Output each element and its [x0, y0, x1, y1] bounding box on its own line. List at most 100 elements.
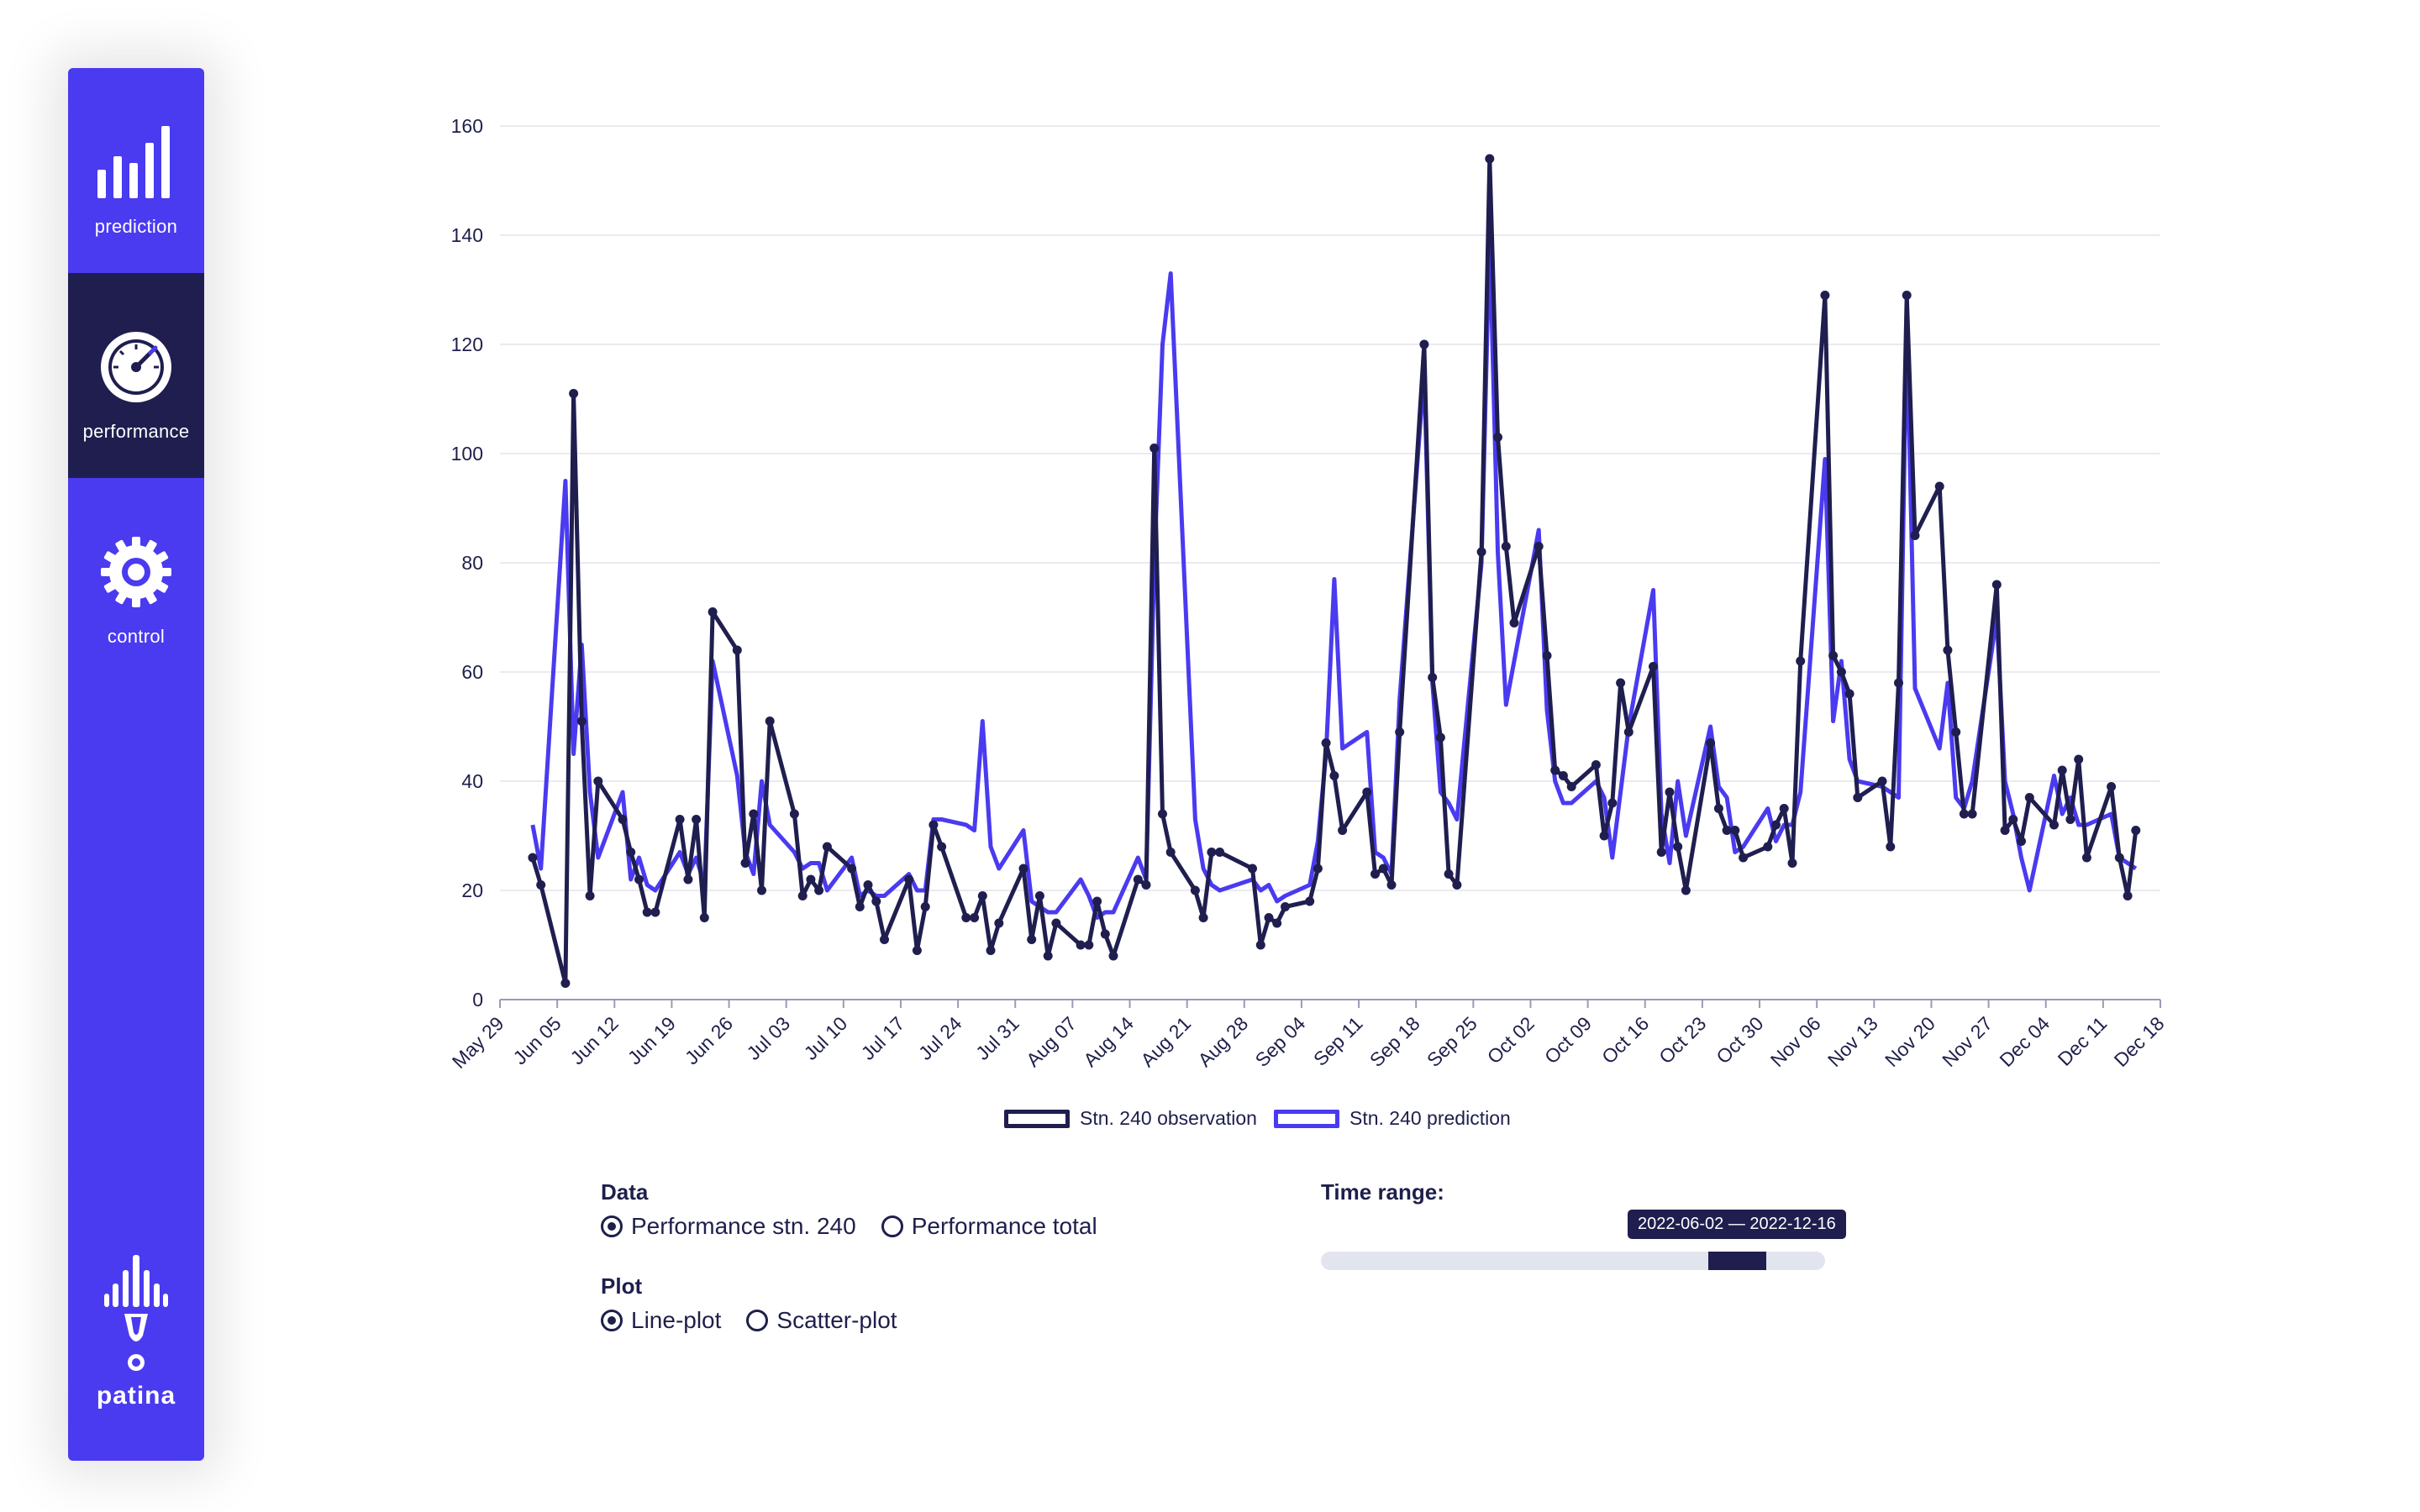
legend-label-observation: Stn. 240 observation	[1080, 1107, 1257, 1129]
observation-point	[1264, 913, 1274, 922]
y-tick-label: 100	[451, 443, 483, 465]
x-tick-label: Dec 18	[2110, 1012, 2169, 1071]
nav-label-prediction: prediction	[94, 216, 178, 237]
observation-point	[1599, 831, 1609, 841]
time-range-slider[interactable]	[1321, 1252, 1825, 1270]
nav-item-prediction[interactable]: prediction	[68, 68, 204, 273]
y-tick-label: 60	[461, 661, 483, 683]
y-tick-label: 40	[461, 770, 483, 792]
observation-point	[814, 885, 824, 895]
observation-point	[683, 874, 693, 885]
observation-point	[1902, 291, 1912, 300]
observation-point	[912, 946, 922, 955]
observation-point	[2081, 853, 2091, 863]
observation-point	[1493, 433, 1502, 442]
radio-dot	[601, 1310, 623, 1331]
radio-scatter-plot[interactable]: Scatter-plot	[746, 1307, 897, 1334]
observation-point	[2065, 815, 2075, 824]
observation-point	[650, 907, 660, 917]
radio-performance-total[interactable]: Performance total	[881, 1213, 1097, 1240]
x-tick-label: Nov 13	[1823, 1012, 1882, 1071]
chart-legend: Stn. 240 observation Stn. 240 prediction	[1004, 1107, 1511, 1130]
observation-point	[1959, 809, 1969, 819]
observation-point	[2024, 793, 2034, 802]
observation-point	[789, 809, 799, 819]
observation-point	[1943, 645, 1953, 655]
observation-point	[2114, 853, 2124, 863]
observation-point	[1476, 547, 1486, 557]
nav-label-performance: performance	[82, 421, 190, 442]
observation-point	[1034, 891, 1044, 900]
x-tick-label: Jun 05	[508, 1012, 565, 1068]
x-tick-label: Dec 11	[2054, 1012, 2112, 1070]
observation-point	[1313, 864, 1323, 874]
observation-point	[1534, 542, 1544, 551]
observation-point	[1844, 689, 1854, 699]
observation-point	[1542, 651, 1552, 660]
observation-point	[1828, 651, 1839, 660]
nav-item-control[interactable]: control	[68, 478, 204, 683]
x-tick-label: Sep 04	[1251, 1012, 1310, 1071]
sidebar: prediction performance	[68, 68, 204, 1461]
x-tick-label: Dec 04	[1995, 1012, 2054, 1071]
series-line-observation	[530, 156, 2139, 985]
observation-point	[1108, 951, 1118, 961]
x-tick-label: Sep 25	[1423, 1012, 1481, 1071]
observation-point	[1934, 481, 1944, 491]
observation-point	[1018, 864, 1028, 874]
observation-point	[692, 815, 702, 824]
legend-item-prediction[interactable]: Stn. 240 prediction	[1273, 1107, 1511, 1130]
observation-point	[1607, 798, 1618, 808]
observation-point	[970, 913, 980, 922]
x-tick-label: Nov 06	[1766, 1012, 1825, 1071]
x-tick-label: Aug 07	[1022, 1012, 1081, 1071]
observation-point	[977, 891, 987, 900]
observation-point	[1272, 918, 1282, 928]
nav-item-performance[interactable]: performance	[68, 273, 204, 478]
observation-point	[1853, 793, 1863, 802]
legend-swatch-observation	[1004, 1109, 1070, 1128]
observation-point	[904, 874, 914, 885]
observation-point	[1321, 738, 1331, 748]
observation-point	[1877, 776, 1887, 786]
radio-dot	[881, 1215, 903, 1237]
y-axis-ticks: 0 20 40 60 80 100 120 140 160	[451, 115, 483, 1011]
observation-point	[1076, 940, 1086, 950]
observation-point	[585, 891, 595, 900]
observation-point	[2049, 820, 2059, 830]
observation-point	[855, 902, 865, 911]
observation-point	[1796, 656, 1806, 666]
observation-point	[1771, 820, 1781, 830]
series-line-prediction	[530, 233, 2138, 920]
observation-point	[1665, 787, 1675, 797]
observation-point	[2057, 765, 2067, 775]
observation-point	[1215, 848, 1225, 857]
line-chart: 0 20 40 60 80 100 120 140 160 May 29 Jun 05 Jun 12…	[448, 115, 2169, 1073]
time-range-selection[interactable]	[1707, 1252, 1767, 1270]
x-tick-label: Aug 14	[1079, 1012, 1138, 1071]
observation-point	[560, 979, 571, 988]
observation-point	[2008, 815, 2018, 824]
observation-point	[1084, 940, 1094, 950]
observation-point	[576, 717, 587, 726]
legend-item-observation[interactable]: Stn. 240 observation	[1004, 1107, 1257, 1130]
observation-point	[1656, 848, 1666, 857]
observation-point	[1886, 842, 1896, 852]
time-range-title: Time range:	[1321, 1179, 1444, 1205]
x-tick-label: Aug 21	[1136, 1012, 1195, 1071]
observation-point	[593, 776, 603, 786]
observation-point	[1370, 869, 1380, 879]
radio-performance-stn-240[interactable]: Performance stn. 240	[601, 1213, 856, 1240]
radio-line-plot[interactable]: Line-plot	[601, 1307, 721, 1334]
x-tick-label: Oct 02	[1483, 1012, 1539, 1068]
plot-radio-group: Line-plot Scatter-plot	[601, 1307, 897, 1334]
observation-point	[847, 864, 857, 874]
observation-point	[1820, 291, 1830, 300]
observation-point	[1951, 727, 1961, 737]
observation-point	[1452, 880, 1462, 890]
observation-point	[929, 820, 939, 830]
observation-point	[642, 907, 652, 917]
observation-point	[1190, 885, 1200, 895]
radio-label: Line-plot	[631, 1307, 722, 1333]
x-tick-label: Jun 12	[566, 1012, 623, 1068]
